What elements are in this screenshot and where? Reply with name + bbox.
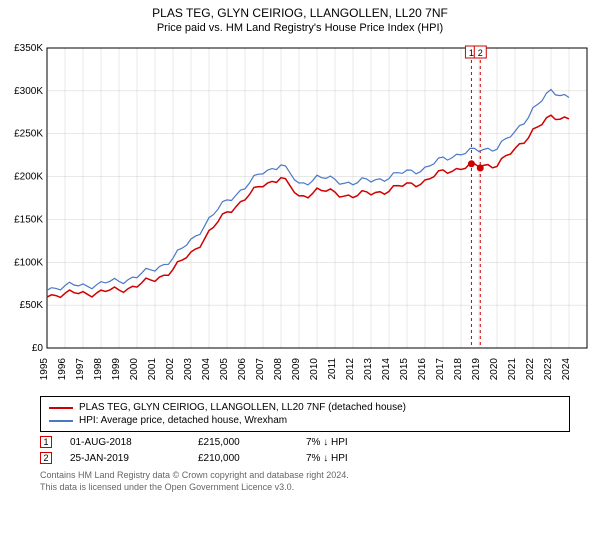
svg-text:2013: 2013 [363,358,374,381]
svg-text:2012: 2012 [345,358,356,381]
svg-text:2014: 2014 [381,358,392,381]
footer-note: Contains HM Land Registry data © Crown c… [40,470,570,493]
svg-text:2006: 2006 [237,358,248,381]
sales-list: 1 01-AUG-2018 £215,000 7% ↓ HPI 2 25-JAN-2019… [0,436,600,464]
legend-row: HPI: Average price, detached house, Wrex… [49,414,561,427]
chart-subtitle: Price paid vs. HM Land Registry's House … [0,20,600,38]
svg-text:£250K: £250K [14,129,43,140]
legend-swatch [49,407,73,409]
svg-text:2017: 2017 [435,358,446,381]
svg-text:2003: 2003 [183,358,194,381]
sale-date: 25-JAN-2019 [70,453,180,464]
sale-pct: 7% ↓ HPI [306,437,348,448]
chart-title: PLAS TEG, GLYN CEIRIOG, LLANGOLLEN, LL20… [0,0,600,20]
svg-text:2000: 2000 [129,358,140,381]
sale-row: 2 25-JAN-2019 £210,000 7% ↓ HPI [40,452,570,464]
svg-text:2001: 2001 [147,358,158,381]
svg-text:2011: 2011 [327,358,338,380]
sale-price: £215,000 [198,437,288,448]
svg-text:2023: 2023 [543,358,554,381]
sale-row: 1 01-AUG-2018 £215,000 7% ↓ HPI [40,436,570,448]
legend-swatch [49,420,73,422]
svg-text:2015: 2015 [399,358,410,381]
price-chart: PLAS TEG, GLYN CEIRIOG, LLANGOLLEN, LL20… [0,0,600,493]
plot-area: £0 £50K £100K £150K £200K £250K £300K £350K 1995… [5,38,595,388]
svg-text:1996: 1996 [57,358,68,381]
footer-line-2: This data is licensed under the Open Gov… [40,482,570,494]
svg-text:2021: 2021 [507,358,518,381]
sale-date: 01-AUG-2018 [70,437,180,448]
svg-text:2008: 2008 [273,358,284,381]
svg-text:£50K: £50K [20,300,44,311]
svg-text:2005: 2005 [219,358,230,381]
svg-text:2018: 2018 [453,358,464,381]
sale-price: £210,000 [198,453,288,464]
svg-text:1998: 1998 [93,358,104,381]
svg-text:£150K: £150K [14,214,43,225]
svg-text:2004: 2004 [201,358,212,381]
svg-text:2022: 2022 [525,358,536,381]
svg-text:1995: 1995 [39,358,50,381]
svg-text:1: 1 [469,48,474,58]
svg-text:2019: 2019 [471,358,482,381]
sale-pct: 7% ↓ HPI [306,453,348,464]
svg-text:1999: 1999 [111,358,122,381]
svg-text:1997: 1997 [75,358,86,381]
legend-row: PLAS TEG, GLYN CEIRIOG, LLANGOLLEN, LL20… [49,401,561,414]
svg-text:£0: £0 [32,343,44,354]
footer-line-1: Contains HM Land Registry data © Crown c… [40,470,570,482]
sale-marker: 1 [40,436,52,448]
svg-text:2016: 2016 [417,358,428,381]
legend-label: HPI: Average price, detached house, Wrex… [79,415,287,426]
sale-marker: 2 [40,452,52,464]
svg-text:2007: 2007 [255,358,266,381]
svg-text:2: 2 [478,48,483,58]
svg-text:2024: 2024 [561,358,572,381]
svg-text:2020: 2020 [489,358,500,381]
svg-text:£350K: £350K [14,43,43,54]
svg-text:£300K: £300K [14,86,43,97]
legend-label: PLAS TEG, GLYN CEIRIOG, LLANGOLLEN, LL20… [79,402,406,413]
svg-text:2010: 2010 [309,358,320,381]
svg-text:£200K: £200K [14,172,43,183]
svg-text:2009: 2009 [291,358,302,381]
chart-svg: £0 £50K £100K £150K £200K £250K £300K £350K 1995… [5,38,595,388]
svg-text:2002: 2002 [165,358,176,381]
svg-text:£100K: £100K [14,257,43,268]
legend: PLAS TEG, GLYN CEIRIOG, LLANGOLLEN, LL20… [40,396,570,432]
